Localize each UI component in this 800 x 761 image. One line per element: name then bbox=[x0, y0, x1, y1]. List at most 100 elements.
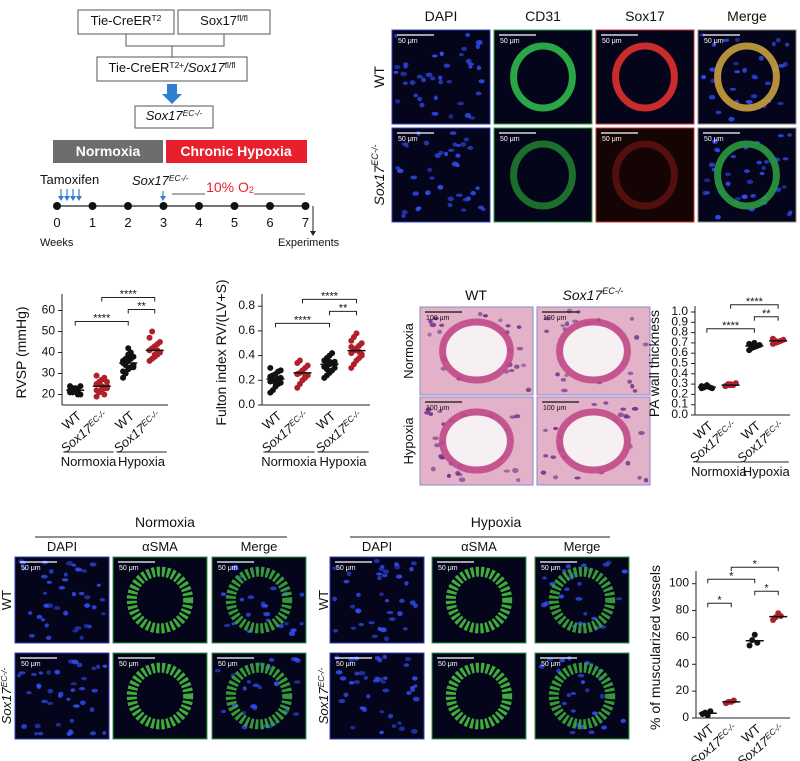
nucleus bbox=[376, 575, 382, 581]
nucleus bbox=[46, 635, 52, 641]
arrow-head bbox=[64, 196, 70, 201]
label: 50 μm bbox=[438, 565, 458, 572]
nucleus bbox=[733, 61, 739, 66]
significance-bracket bbox=[127, 309, 156, 314]
nucleus bbox=[434, 443, 441, 448]
text-part: 50 μm bbox=[704, 136, 724, 143]
text-sup: EC-/- bbox=[340, 408, 362, 428]
nucleus bbox=[43, 603, 49, 608]
text-part: DAPI bbox=[425, 8, 458, 24]
y-tick-label: 0.8 bbox=[238, 298, 255, 312]
nucleus bbox=[72, 629, 79, 633]
nucleus bbox=[712, 139, 718, 145]
nucleus bbox=[458, 477, 466, 483]
nucleus bbox=[366, 694, 371, 699]
group-label: Hypoxia bbox=[743, 464, 791, 479]
nucleus bbox=[409, 566, 414, 572]
text-part: DAPI bbox=[47, 539, 77, 554]
nucleus bbox=[331, 566, 339, 571]
nucleus bbox=[402, 142, 409, 147]
text-sup: EC-/- bbox=[715, 721, 737, 741]
nucleus bbox=[709, 67, 717, 72]
text-part: 40 bbox=[42, 345, 56, 359]
nucleus bbox=[332, 596, 338, 602]
nucleus bbox=[431, 111, 439, 116]
text-part: ** bbox=[137, 300, 146, 312]
nucleus bbox=[521, 363, 527, 368]
nucleus bbox=[63, 610, 69, 616]
label: WT bbox=[316, 590, 331, 610]
nucleus bbox=[96, 664, 101, 670]
label: 50 μm bbox=[438, 661, 458, 668]
y-tick-label: 40 bbox=[676, 656, 690, 670]
lumen bbox=[444, 414, 509, 468]
timepoint bbox=[301, 202, 310, 210]
data-point bbox=[780, 336, 787, 343]
nucleus bbox=[543, 454, 549, 458]
significance-bracket bbox=[302, 298, 357, 304]
label: 0 bbox=[53, 215, 60, 230]
data-point bbox=[130, 364, 137, 371]
y-axis-title: PA wall thickness bbox=[646, 310, 662, 417]
text-part: Sox17 bbox=[371, 165, 387, 206]
nucleus bbox=[28, 634, 35, 638]
nucleus bbox=[509, 368, 515, 373]
nucleus bbox=[634, 335, 640, 340]
nucleus bbox=[570, 691, 577, 695]
label: 50 μm bbox=[704, 38, 724, 45]
nucleus bbox=[419, 102, 425, 108]
nucleus bbox=[425, 190, 431, 196]
group-label: Hypoxia bbox=[320, 454, 368, 469]
nucleus bbox=[401, 213, 406, 218]
label: 100 μm bbox=[543, 315, 567, 322]
text-part: Normoxia bbox=[76, 143, 141, 159]
text-part: * bbox=[717, 594, 722, 606]
nucleus bbox=[396, 574, 403, 579]
nucleus bbox=[460, 142, 467, 147]
nucleus bbox=[449, 131, 457, 135]
nucleus bbox=[566, 308, 573, 314]
nucleus bbox=[41, 699, 48, 704]
nucleus bbox=[711, 42, 717, 48]
nucleus bbox=[759, 171, 765, 176]
nucleus bbox=[379, 730, 385, 735]
data-point bbox=[146, 334, 153, 341]
y-tick-label: 30 bbox=[42, 366, 56, 380]
nucleus bbox=[729, 87, 737, 91]
text-part: 50 μm bbox=[218, 565, 238, 572]
data-point bbox=[304, 362, 311, 369]
nucleus bbox=[246, 679, 252, 684]
text-part: 0.7 bbox=[671, 335, 688, 349]
arrow-head bbox=[58, 196, 64, 201]
text-part: % of muscularized vessels bbox=[647, 565, 663, 730]
nucleus bbox=[102, 664, 108, 668]
y-tick-label: 0.1 bbox=[671, 397, 688, 411]
text-part: Hypoxia bbox=[118, 454, 166, 469]
label: WT bbox=[371, 66, 387, 88]
nucleus bbox=[468, 116, 476, 120]
text-part: **** bbox=[746, 296, 764, 308]
nucleus bbox=[348, 680, 355, 685]
text-sup: EC-/- bbox=[286, 408, 308, 428]
nucleus bbox=[455, 193, 463, 198]
nucleus bbox=[447, 148, 455, 152]
x-tick-label: Sox17EC-/- bbox=[687, 721, 741, 761]
text-sup: EC-/- bbox=[762, 721, 784, 741]
text-sup: T2+ bbox=[169, 60, 184, 70]
label: 50 μm bbox=[21, 565, 41, 572]
text-part: 0.5 bbox=[671, 356, 688, 370]
data-point bbox=[756, 341, 763, 348]
nucleus bbox=[412, 696, 420, 702]
text-part: 50 μm bbox=[438, 565, 458, 572]
nucleus bbox=[403, 64, 408, 69]
nucleus bbox=[542, 576, 548, 580]
nucleus bbox=[478, 311, 483, 317]
nucleus bbox=[438, 454, 444, 459]
nucleus bbox=[21, 724, 28, 730]
y-tick-label: 0.7 bbox=[671, 335, 688, 349]
nucleus bbox=[350, 725, 356, 730]
nucleus bbox=[617, 412, 624, 418]
nucleus bbox=[704, 178, 711, 183]
text-part: 100 μm bbox=[543, 405, 567, 412]
nucleus bbox=[381, 573, 388, 578]
